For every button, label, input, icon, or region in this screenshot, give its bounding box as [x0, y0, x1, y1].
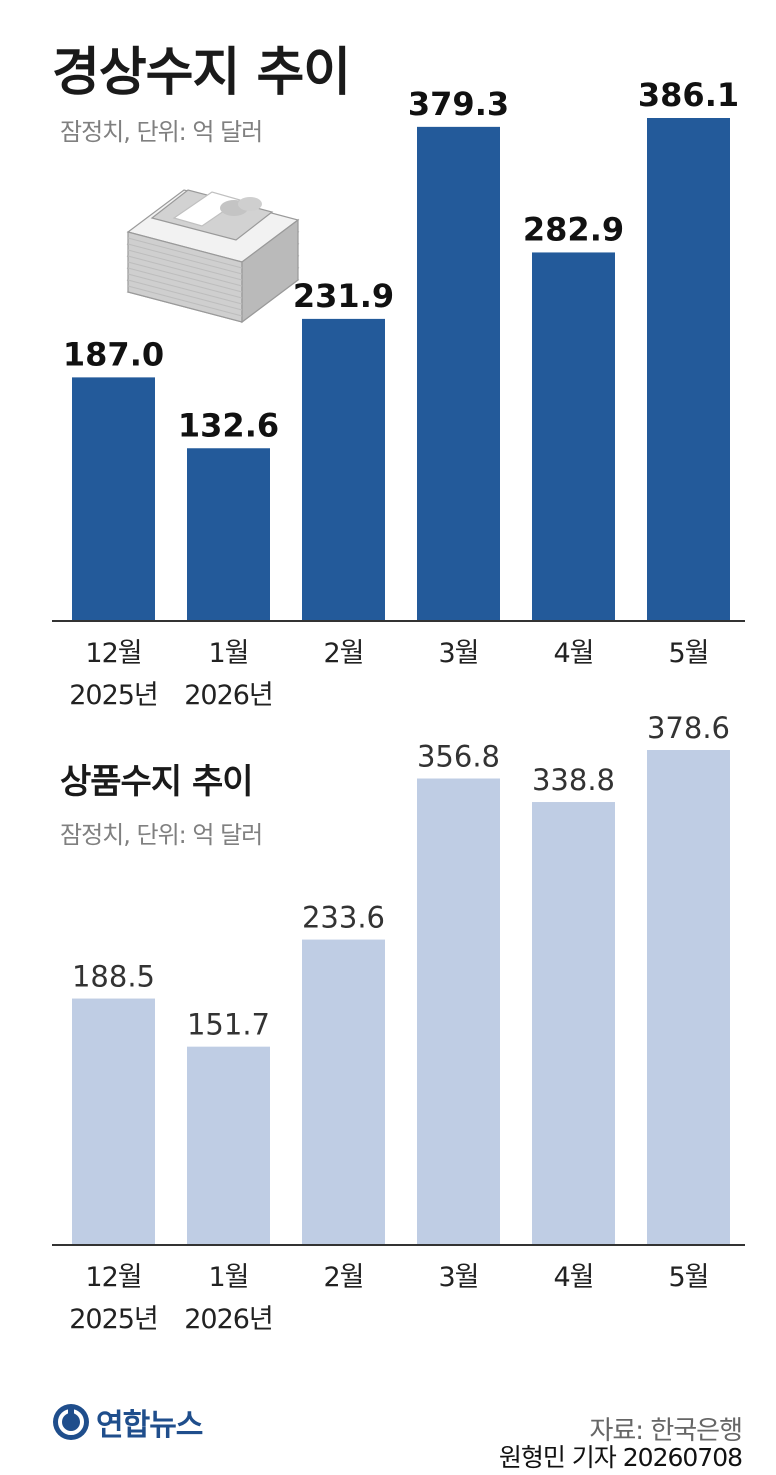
chart1-value-label-0: 187.0	[63, 335, 164, 373]
chart2-title: 상품수지 추이	[60, 762, 254, 802]
chart1-value-label-5: 386.1	[638, 76, 739, 114]
chart1-tick-label-3-0: 3월	[438, 638, 478, 669]
chart2-tick-label-0-1: 2025년	[69, 1304, 158, 1335]
chart1-tick-label-5-0: 5월	[668, 638, 708, 669]
chart2-tick-label-1-0: 1월	[208, 1262, 248, 1293]
chart2-value-label-4: 338.8	[532, 763, 615, 797]
chart1-value-label-2: 231.9	[293, 277, 394, 315]
chart1-subtitle: 잠정치, 단위: 억 달러	[60, 118, 263, 146]
chart2-bar-3	[417, 778, 500, 1245]
chart2-bar-5	[647, 750, 730, 1245]
chart2-value-label-3: 356.8	[417, 740, 500, 774]
chart1-bar-0	[72, 377, 155, 621]
chart1-tick-label-2-0: 2월	[323, 638, 363, 669]
chart1-tick-label-1-0: 1월	[208, 638, 248, 669]
chart2-subtitle: 잠정치, 단위: 억 달러	[60, 821, 263, 849]
chart1-bar-5	[647, 118, 730, 621]
yonhap-logo: 연합뉴스	[52, 1402, 203, 1443]
chart2-bar-2	[302, 939, 385, 1245]
chart1-tick-label-0-1: 2025년	[69, 680, 158, 711]
chart2-tick-label-3-0: 3월	[438, 1262, 478, 1293]
chart1-bar-4	[532, 252, 615, 622]
chart2-bar-1	[187, 1046, 270, 1245]
chart1-bar-3	[417, 126, 500, 621]
chart2-value-label-2: 233.6	[302, 901, 385, 935]
chart2-value-label-1: 151.7	[187, 1008, 270, 1042]
logo-text: 연합뉴스	[96, 1408, 203, 1443]
chart2-tick-label-5-0: 5월	[668, 1262, 708, 1293]
chart1-bar-1	[187, 448, 270, 621]
chart2-tick-label-0-0: 12월	[85, 1262, 141, 1293]
chart1-title: 경상수지 추이	[52, 43, 351, 103]
chart2-bar-0	[72, 998, 155, 1245]
money-stack-icon	[126, 189, 300, 324]
chart1-tick-label-1-1: 2026년	[184, 680, 273, 711]
chart1-value-label-3: 379.3	[408, 85, 509, 123]
source-text: 자료: 한국은행	[589, 1416, 743, 1446]
chart1-bar-2	[302, 318, 385, 621]
chart1-svg: 187.0 12월 2025년 132.6 1월 2026년 231.9 2월 379.3 3월 2…	[52, 76, 745, 711]
chart1-value-label-1: 132.6	[178, 406, 279, 444]
chart1-tick-label-4-0: 4월	[553, 638, 593, 669]
chart2-bar-4	[532, 802, 615, 1245]
chart2-value-label-0: 188.5	[72, 960, 155, 994]
chart2-tick-label-4-0: 4월	[553, 1262, 593, 1293]
chart1-value-label-4: 282.9	[523, 210, 624, 248]
chart2-tick-label-2-0: 2월	[323, 1262, 363, 1293]
chart2-tick-label-1-1: 2026년	[184, 1304, 273, 1335]
chart2-svg: 188.5 12월 2025년 151.7 1월 2026년 233.6 2월 356.8 3월 3…	[52, 711, 745, 1335]
chart1-tick-label-0-0: 12월	[85, 638, 141, 669]
yonhap-logo-icon	[53, 1404, 89, 1440]
credit-text: 원형민 기자 20260708	[498, 1443, 743, 1472]
chart2-value-label-5: 378.6	[647, 711, 730, 745]
